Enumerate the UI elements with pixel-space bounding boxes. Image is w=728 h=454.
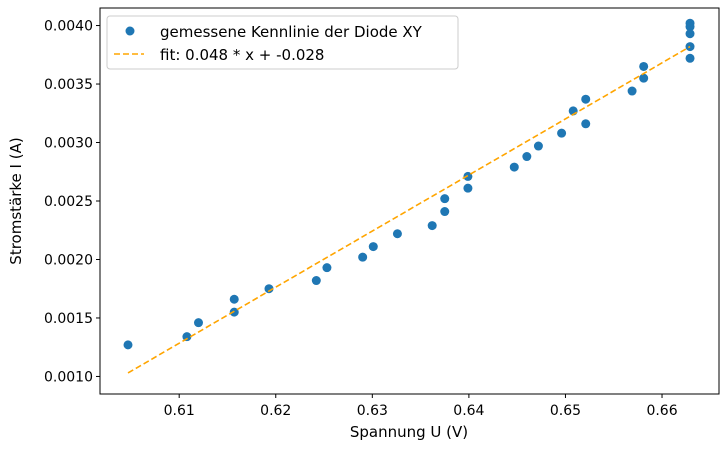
data-point bbox=[509, 162, 519, 172]
y-tick-label: 0.0035 bbox=[44, 77, 93, 93]
y-tick-label: 0.0015 bbox=[44, 311, 93, 327]
y-tick-label: 0.0010 bbox=[44, 369, 93, 385]
data-point bbox=[123, 340, 133, 350]
data-point bbox=[581, 119, 591, 129]
x-tick-label: 0.61 bbox=[164, 403, 195, 419]
data-point bbox=[685, 22, 695, 32]
y-tick-label: 0.0030 bbox=[44, 136, 93, 152]
y-tick-label: 0.0025 bbox=[44, 194, 93, 210]
data-point bbox=[392, 229, 402, 239]
data-point bbox=[264, 284, 274, 294]
x-tick-label: 0.65 bbox=[550, 403, 581, 419]
data-point bbox=[440, 194, 450, 204]
data-point bbox=[463, 183, 473, 193]
data-point bbox=[182, 332, 192, 342]
legend-marker-scatter bbox=[125, 26, 135, 36]
data-point bbox=[533, 141, 543, 151]
data-point bbox=[427, 221, 437, 231]
data-point bbox=[627, 86, 637, 96]
data-point bbox=[557, 128, 567, 138]
data-point bbox=[685, 29, 695, 39]
x-axis-label: Spannung U (V) bbox=[350, 423, 468, 441]
data-point bbox=[639, 73, 649, 83]
data-point bbox=[368, 242, 378, 252]
legend-frame bbox=[106, 15, 459, 70]
x-tick-label: 0.64 bbox=[453, 403, 484, 419]
data-point bbox=[311, 276, 321, 286]
data-point bbox=[229, 294, 239, 304]
x-tick-label: 0.63 bbox=[357, 403, 388, 419]
fit-line bbox=[127, 45, 691, 374]
legend-label-scatter: gemessene Kennlinie der Diode XY bbox=[160, 23, 423, 41]
data-point bbox=[522, 152, 532, 162]
data-point bbox=[581, 94, 591, 104]
x-tick-label: 0.62 bbox=[260, 403, 291, 419]
y-tick-label: 0.0020 bbox=[44, 252, 93, 268]
data-point bbox=[685, 53, 695, 63]
y-axis-label: Stromstärke I (A) bbox=[7, 137, 25, 264]
data-point bbox=[358, 252, 368, 262]
x-tick-label: 0.66 bbox=[646, 403, 677, 419]
y-tick-label: 0.0040 bbox=[44, 19, 93, 35]
legend-label-fit: fit: 0.048 * x + -0.028 bbox=[160, 46, 324, 64]
data-point bbox=[639, 61, 649, 71]
data-point bbox=[440, 207, 450, 217]
legend: gemessene Kennlinie der Diode XY fit: 0.… bbox=[106, 15, 459, 70]
data-point bbox=[193, 318, 203, 328]
data-point bbox=[322, 263, 332, 273]
